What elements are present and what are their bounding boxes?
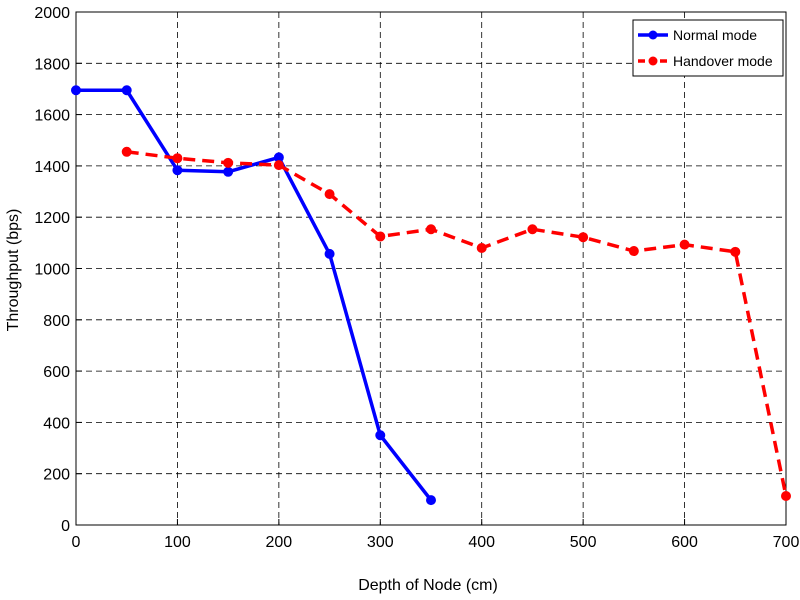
y-tick-label: 1600 (34, 108, 70, 125)
legend: Normal mode Handover mode (632, 19, 784, 77)
data-point (324, 189, 335, 200)
data-point (578, 232, 589, 243)
y-tick-label: 600 (43, 364, 70, 381)
legend-label: Handover mode (673, 53, 773, 69)
data-point (223, 157, 234, 168)
legend-label: Normal mode (673, 27, 757, 43)
y-tick-label: 0 (61, 518, 70, 535)
x-tick-label: 700 (773, 534, 800, 551)
grid (76, 12, 786, 525)
data-point (121, 146, 132, 157)
y-tick-label: 400 (43, 415, 70, 432)
data-point (426, 224, 436, 235)
y-axis-ticks: 0 200 400 600 800 1000 1200 1400 1600 1800 2000 (34, 5, 82, 535)
y-tick-label: 1000 (34, 262, 70, 279)
x-tick-label: 300 (367, 534, 394, 551)
legend-box (632, 19, 784, 77)
x-tick-label: 200 (266, 534, 293, 551)
x-axis-ticks: 0 100 200 300 400 500 600 700 (72, 519, 800, 551)
y-tick-label: 1800 (34, 56, 70, 73)
y-tick-label: 200 (43, 467, 70, 484)
data-point (628, 246, 639, 257)
data-point (273, 160, 284, 171)
x-tick-label: 100 (164, 534, 191, 551)
legend-marker (648, 56, 658, 66)
data-point (172, 153, 183, 164)
y-tick-label: 800 (43, 313, 70, 330)
y-tick-label: 2000 (34, 5, 70, 22)
data-point (426, 495, 436, 506)
data-point (172, 165, 183, 176)
series-line (76, 88, 433, 502)
x-tick-label: 500 (570, 534, 597, 551)
data-point (375, 231, 386, 242)
data-point (679, 239, 690, 250)
series-1 (121, 146, 791, 502)
data-point (223, 166, 234, 177)
x-tick-label: 400 (468, 534, 495, 551)
data-point (527, 224, 538, 235)
data-point (71, 85, 81, 96)
data-point (375, 430, 386, 441)
data-point (730, 246, 741, 257)
data-point (121, 85, 132, 96)
x-tick-label: 0 (72, 534, 81, 551)
x-tick-label: 600 (671, 534, 698, 551)
legend-marker (648, 30, 658, 40)
data-point (476, 242, 487, 253)
y-axis-label: Throughput (bps) (5, 209, 22, 332)
y-tick-label: 1200 (34, 210, 70, 227)
series-layer (71, 85, 791, 506)
data-point (324, 248, 335, 259)
series-line (126, 150, 788, 497)
y-tick-label: 1400 (34, 159, 70, 176)
data-point (781, 491, 791, 502)
series-0 (71, 85, 436, 506)
x-axis-label: Depth of Node (cm) (358, 577, 498, 594)
